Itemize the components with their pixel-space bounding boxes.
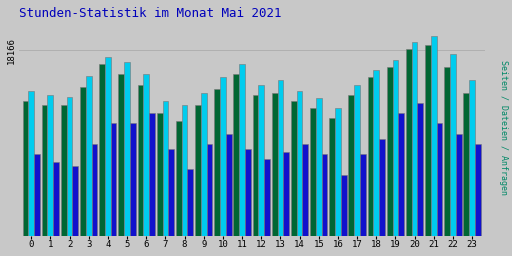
Bar	[431, 36, 437, 236]
Bar	[187, 169, 193, 236]
Bar	[368, 77, 373, 236]
Bar	[118, 74, 124, 236]
Bar	[354, 84, 360, 236]
Bar	[92, 144, 97, 236]
Bar	[278, 80, 283, 236]
Bar	[291, 101, 296, 236]
Bar	[124, 62, 130, 236]
Bar	[322, 154, 327, 236]
Bar	[53, 162, 59, 236]
Bar	[252, 95, 259, 236]
Bar	[463, 93, 469, 236]
Bar	[226, 134, 231, 236]
Bar	[379, 139, 385, 236]
Bar	[168, 149, 174, 236]
Bar	[48, 95, 53, 236]
Bar	[264, 159, 270, 236]
Bar	[475, 144, 481, 236]
Bar	[239, 64, 245, 236]
Bar	[67, 97, 72, 236]
Bar	[143, 74, 149, 236]
Bar	[149, 113, 155, 236]
Bar	[316, 98, 322, 236]
Bar	[259, 84, 264, 236]
Bar	[138, 84, 143, 236]
Bar	[245, 149, 251, 236]
Bar	[34, 154, 40, 236]
Bar	[99, 64, 105, 236]
Bar	[406, 49, 412, 236]
Bar	[283, 152, 289, 236]
Bar	[214, 89, 220, 236]
Bar	[398, 113, 404, 236]
Text: Seiten / Dateien / Anfragen: Seiten / Dateien / Anfragen	[499, 60, 508, 196]
Bar	[329, 118, 335, 236]
Bar	[437, 123, 442, 236]
Text: Stunden-Statistik im Monat Mai 2021: Stunden-Statistik im Monat Mai 2021	[19, 7, 281, 20]
Bar	[201, 93, 207, 236]
Bar	[303, 144, 308, 236]
Bar	[450, 54, 456, 236]
Bar	[233, 74, 239, 236]
Bar	[72, 166, 78, 236]
Bar	[105, 57, 111, 236]
Bar	[393, 60, 398, 236]
Bar	[80, 87, 86, 236]
Bar	[272, 93, 278, 236]
Bar	[373, 70, 379, 236]
Bar	[310, 108, 316, 236]
Bar	[456, 134, 462, 236]
Bar	[23, 101, 28, 236]
Bar	[41, 105, 48, 236]
Bar	[61, 105, 67, 236]
Bar	[162, 101, 168, 236]
Bar	[207, 144, 212, 236]
Bar	[425, 45, 431, 236]
Bar	[469, 80, 475, 236]
Bar	[176, 121, 182, 236]
Bar	[182, 105, 187, 236]
Bar	[417, 103, 423, 236]
Bar	[335, 108, 341, 236]
Bar	[130, 123, 136, 236]
Bar	[111, 123, 117, 236]
Bar	[296, 91, 303, 236]
Bar	[412, 41, 417, 236]
Bar	[360, 154, 366, 236]
Bar	[387, 67, 393, 236]
Bar	[86, 76, 92, 236]
Bar	[220, 77, 226, 236]
Bar	[28, 91, 34, 236]
Bar	[341, 175, 347, 236]
Bar	[349, 95, 354, 236]
Bar	[444, 67, 450, 236]
Bar	[195, 105, 201, 236]
Bar	[157, 113, 162, 236]
